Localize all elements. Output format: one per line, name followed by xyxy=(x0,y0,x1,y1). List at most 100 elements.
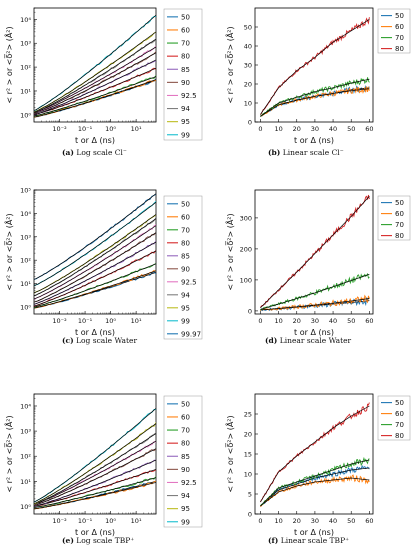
plot-frame xyxy=(254,189,374,315)
fit-line-90 xyxy=(34,448,156,506)
legend: 50 60 70 80 xyxy=(377,195,411,241)
legend-label: 95 xyxy=(181,304,190,312)
legend-label: 92.5 xyxy=(181,479,197,487)
series-line-80 xyxy=(260,17,370,115)
fit-line-99 xyxy=(34,408,156,503)
x-axis-label: t or Δ (ns) xyxy=(294,136,334,145)
y-tick-label: 30 xyxy=(244,62,252,70)
legend-label: 99.97 xyxy=(181,330,201,338)
y-tick-label: 10² xyxy=(20,64,31,72)
x-tick-label: 10⁻² xyxy=(52,317,67,325)
x-axis-label: t or Δ (ns) xyxy=(75,528,115,537)
legend-box xyxy=(163,8,203,141)
x-tick-label: 10¹ xyxy=(131,517,142,525)
series-line-99 xyxy=(34,408,156,503)
chart-panel-5: 0 10 20 30 40 50 60 0 5 10 15 20 25 t or Δ (ns) < r² >… xyxy=(224,393,411,537)
x-tick-label: 50 xyxy=(347,517,355,525)
legend-label: 99 xyxy=(181,317,190,325)
x-tick-label: 30 xyxy=(311,317,319,325)
x-tick-label: 50 xyxy=(347,317,355,325)
series-line-60 xyxy=(260,85,370,117)
caption-letter: (a) xyxy=(62,148,74,157)
fit-line-92.5 xyxy=(34,46,156,114)
caption-text: Log scale TBP⁺ xyxy=(76,536,135,545)
x-tick-label: 40 xyxy=(329,517,337,525)
fit-line-50 xyxy=(260,467,370,507)
series-line-92.5 xyxy=(34,441,156,505)
caption-a: (a) Log scale Cl⁻ xyxy=(62,148,127,157)
legend-box xyxy=(377,195,411,241)
plot-frame xyxy=(33,7,157,123)
caption-letter: (c) xyxy=(62,336,74,345)
x-tick-label: 0 xyxy=(258,517,262,525)
caption-text: Linear scale TBP⁺ xyxy=(280,536,350,545)
y-axis-label: < r² > or <δ̅²> (Å²) xyxy=(224,213,235,290)
y-tick-label: 10⁴ xyxy=(20,16,31,24)
legend-box xyxy=(377,395,411,441)
legend-label: 70 xyxy=(181,226,190,234)
plot-frame xyxy=(33,393,157,515)
fit-line-80 xyxy=(34,469,156,507)
x-tick-label: 10⁻² xyxy=(52,125,67,133)
y-tick-label: 10³ xyxy=(20,233,31,241)
legend-label: 70 xyxy=(395,34,404,42)
x-tick-label: 10¹ xyxy=(131,125,142,133)
y-tick-label: 10⁴ xyxy=(20,210,31,218)
fit-line-99.97 xyxy=(34,193,156,280)
caption-text: Linear scale Water xyxy=(279,336,352,345)
legend-box xyxy=(377,8,411,54)
legend-label: 50 xyxy=(395,12,404,20)
fit-line-60 xyxy=(260,477,370,507)
legend-label: 60 xyxy=(181,26,190,34)
fit-line-70 xyxy=(34,263,156,308)
fit-line-70 xyxy=(260,459,370,507)
chart-panel-2: 10⁻² 10⁻¹ 10⁰ 10¹ 10⁰ 10¹ 10² 10³ 10⁴ 10⁵ t or Δ (… xyxy=(3,187,203,340)
x-tick-label: 10 xyxy=(274,517,282,525)
caption-e: (e) Log scale TBP⁺ xyxy=(62,536,134,545)
y-axis-label: < r² > or <δ̅²> (Å²) xyxy=(224,26,235,103)
legend-label: 94 xyxy=(181,492,190,500)
series-line-80 xyxy=(260,194,370,308)
y-tick-label: 10⁰ xyxy=(20,303,31,311)
fit-line-70 xyxy=(260,78,370,117)
legend-label: 60 xyxy=(395,210,404,218)
y-tick-label: 10 xyxy=(244,100,252,108)
plot-frame xyxy=(33,189,157,315)
x-tick-label: 10⁻¹ xyxy=(78,517,93,525)
legend: 50 60 70 80 85 90 92.5 94 95 99 xyxy=(163,395,203,528)
x-tick-label: 60 xyxy=(365,317,373,325)
y-tick-label: 0 xyxy=(248,119,252,127)
x-tick-label: 0 xyxy=(258,125,262,133)
plot-frame xyxy=(254,7,374,123)
series-group xyxy=(260,194,370,312)
legend-label: 70 xyxy=(181,40,190,48)
y-tick-label: 20 xyxy=(244,81,252,89)
y-tick-label: 50 xyxy=(244,24,252,32)
x-tick-label: 10 xyxy=(274,317,282,325)
chart-panel-3: 0 10 20 30 40 50 60 0 100 200 300 t or Δ (ns) < r² >… xyxy=(224,189,411,337)
fit-line-60 xyxy=(34,482,156,510)
caption-d: (d) Linear scale Water xyxy=(265,336,351,345)
fit-line-60 xyxy=(34,270,156,309)
y-tick-label: 0 xyxy=(248,307,252,315)
x-tick-label: 10⁰ xyxy=(105,317,116,325)
x-axis-label: t or Δ (ns) xyxy=(294,528,334,537)
fit-line-92.5 xyxy=(34,440,156,505)
y-tick-label: 10² xyxy=(20,257,31,265)
fit-line-90 xyxy=(34,232,156,303)
legend-label: 50 xyxy=(395,399,404,407)
y-tick-label: 25 xyxy=(244,411,252,419)
x-tick-label: 60 xyxy=(365,517,373,525)
series-group xyxy=(34,193,156,309)
x-tick-label: 10⁻¹ xyxy=(78,125,93,133)
legend-label: 99 xyxy=(181,518,190,526)
series-group xyxy=(34,14,156,118)
legend-label: 94 xyxy=(181,105,190,113)
legend-label: 99 xyxy=(181,131,190,139)
legend-label: 80 xyxy=(395,432,404,440)
caption-text: Log scale Water xyxy=(76,336,138,345)
series-line-50 xyxy=(260,464,370,507)
legend-label: 50 xyxy=(181,13,190,21)
legend-label: 85 xyxy=(181,453,190,461)
x-tick-label: 0 xyxy=(258,317,262,325)
